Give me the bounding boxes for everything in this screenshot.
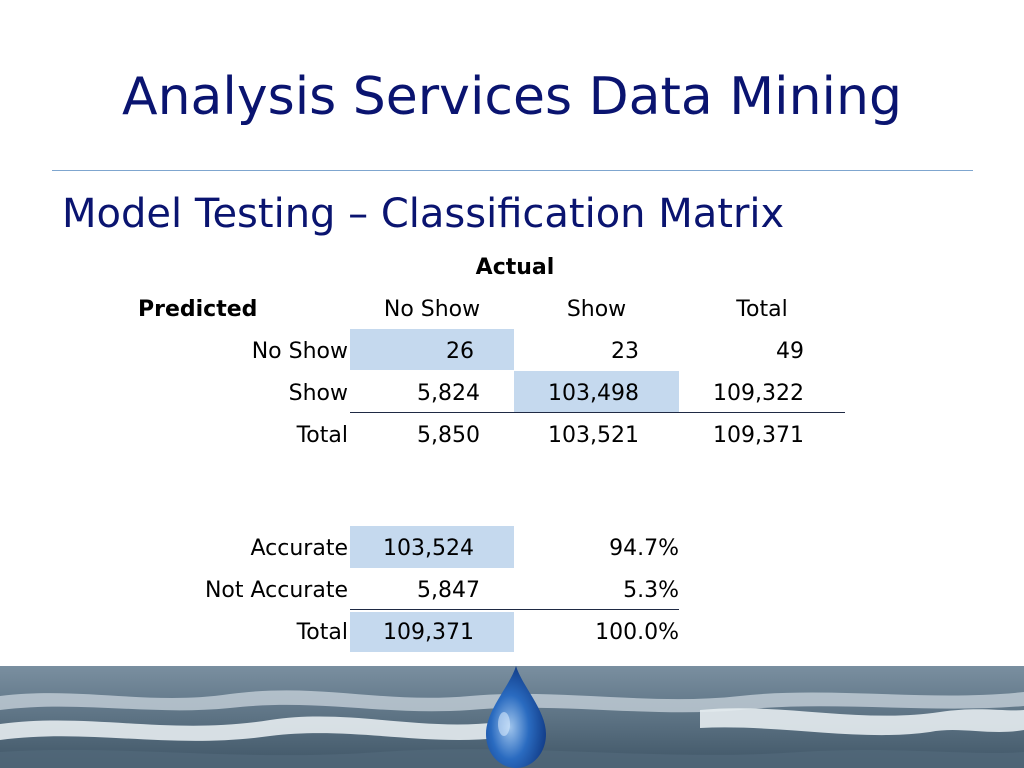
cell-show-total: 109,322 (713, 381, 804, 406)
cell-total-total: 109,371 (713, 423, 804, 448)
accuracy-total-rule (350, 609, 679, 610)
col-header-no-show: No Show (383, 297, 481, 322)
cell-total-show: 103,521 (548, 423, 639, 448)
row-label-show: Show (288, 381, 348, 406)
actual-header: Actual (475, 255, 555, 280)
accurate-highlight (350, 526, 514, 568)
title-divider (52, 170, 973, 171)
accuracy-label-total: Total (296, 620, 348, 645)
cell-show-no-show: 5,824 (417, 381, 480, 406)
col-header-total: Total (736, 297, 788, 322)
accuracy-pct-not-accurate: 5.3% (623, 578, 679, 603)
accuracy-count-accurate: 103,524 (383, 536, 474, 561)
cell-no-show-no-show: 26 (446, 339, 474, 364)
accuracy-pct-accurate: 94.7% (609, 536, 679, 561)
col-header-show: Show (566, 297, 627, 322)
diagonal-highlight-no-show (350, 329, 514, 370)
total-highlight (350, 612, 514, 652)
accuracy-count-not-accurate: 5,847 (417, 578, 480, 603)
predicted-header: Predicted (138, 297, 258, 322)
row-label-total: Total (296, 423, 348, 448)
slide-subtitle: Model Testing – Classification Matrix (62, 191, 785, 237)
cell-no-show-show: 23 (611, 339, 639, 364)
cell-no-show-total: 49 (776, 339, 804, 364)
slide-title: Analysis Services Data Mining (122, 67, 902, 127)
water-drop-icon (486, 666, 546, 768)
ocean-waves-image (0, 666, 1024, 768)
row-label-no-show: No Show (251, 339, 348, 364)
cell-total-no-show: 5,850 (417, 423, 480, 448)
accuracy-count-total: 109,371 (383, 620, 474, 645)
diagonal-highlight-show (514, 371, 679, 412)
accuracy-pct-total: 100.0% (595, 620, 679, 645)
ocean-banner (0, 666, 1024, 768)
accuracy-label-not-accurate: Not Accurate (204, 578, 348, 603)
cell-show-show: 103,498 (548, 381, 639, 406)
matrix-total-rule (350, 412, 845, 413)
accuracy-label-accurate: Accurate (250, 536, 349, 561)
